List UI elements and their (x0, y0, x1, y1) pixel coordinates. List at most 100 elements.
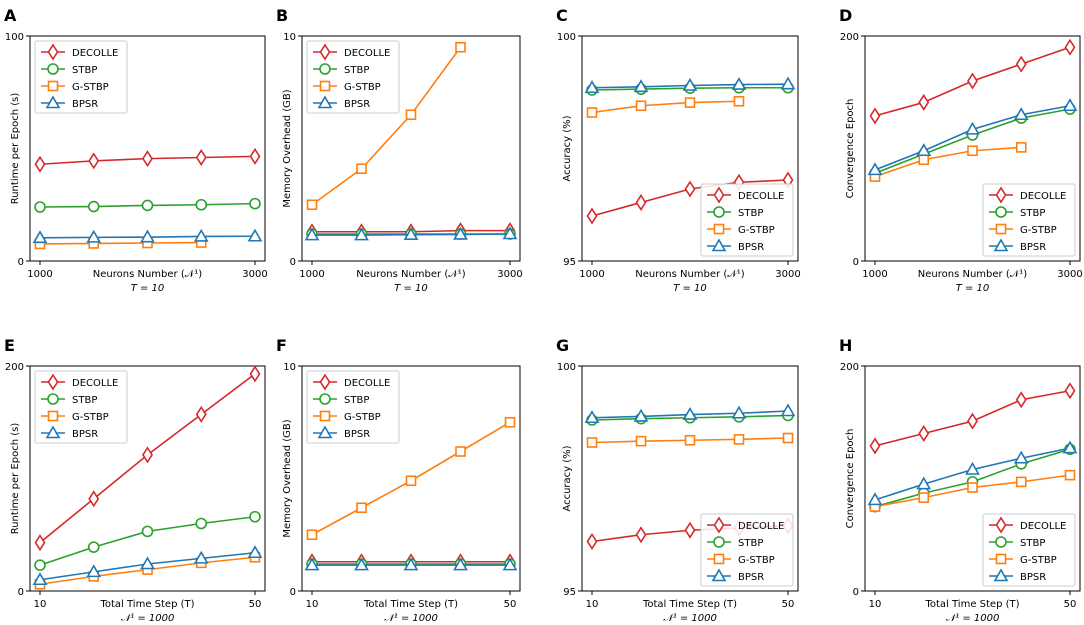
stbp-marker (141, 525, 154, 538)
legend-item: DECOLLE (313, 373, 390, 391)
chart-panel-a: A 0 100 1000 3000 Neurons Number (𝒩¹) T = 10 Ru… (4, 6, 268, 294)
bpsr-marker (1013, 450, 1029, 464)
legend-item: DECOLLE (707, 186, 784, 204)
legend-item: STBP (41, 393, 97, 406)
plot-frame (581, 365, 799, 592)
x-axis-sublabel: 𝒩¹ = 1000 (121, 613, 175, 624)
g-stbp-marker (1064, 469, 1076, 481)
bpsr-marker (867, 162, 883, 176)
bpsr-marker (193, 228, 209, 242)
x-axis-sublabel: 𝒩¹ = 1000 (946, 613, 1000, 624)
legend-label: G-STBP (72, 412, 109, 423)
stbp-marker (141, 199, 154, 212)
x-axis-label: Total Time Step (T) (642, 599, 737, 610)
legend-box (306, 40, 400, 114)
x-tick-label: 1000 (299, 269, 324, 280)
bpsr-marker (304, 227, 320, 241)
series-bpsr (32, 545, 263, 586)
x-tick-label: 3000 (1057, 269, 1082, 280)
series-g-stbp (586, 432, 794, 448)
g-stbp-marker (47, 80, 59, 92)
series-g-stbp (869, 469, 1076, 512)
legend-box (700, 183, 794, 257)
bpsr-marker (403, 227, 419, 240)
bpsr-marker (45, 425, 61, 439)
y-tick-label: 200 (840, 32, 859, 43)
g-stbp-marker (635, 435, 647, 447)
x-tick-label: 10 (586, 599, 599, 610)
bpsr-marker (780, 403, 796, 417)
bpsr-marker (45, 95, 61, 109)
legend: DECOLLE STBP G-STBP BPSR (306, 40, 400, 114)
g-stbp-marker (306, 529, 318, 541)
legend-label: STBP (72, 395, 97, 406)
decolle-marker (195, 405, 207, 423)
bpsr-marker (32, 230, 48, 244)
g-stbp-marker (967, 482, 978, 493)
decolle-marker (869, 437, 881, 455)
decolle-marker (1064, 382, 1076, 400)
y-tick-label: 100 (557, 362, 576, 373)
g-stbp-marker (356, 163, 367, 175)
decolle-marker (319, 373, 331, 391)
decolle-marker (142, 446, 153, 464)
x-axis-sublabel: T = 10 (131, 283, 165, 294)
plot-frame (864, 365, 1081, 592)
legend-item: G-STBP (989, 553, 1057, 566)
legend-label: DECOLLE (738, 521, 784, 532)
legend-item: STBP (313, 393, 369, 406)
stbp-marker (713, 206, 725, 218)
panel-label: C (556, 6, 568, 25)
legend-item: DECOLLE (313, 43, 390, 61)
bpsr-marker (965, 461, 980, 475)
legend-item: G-STBP (41, 410, 109, 423)
series-bpsr (584, 76, 796, 94)
x-tick-label: 3000 (775, 269, 800, 280)
x-axis-label: Neurons Number (𝒩¹) (356, 269, 466, 280)
y-axis-label: Accuracy (%) (562, 445, 573, 511)
bpsr-marker (247, 228, 263, 242)
x-tick-label: 50 (249, 599, 262, 610)
legend-label: DECOLLE (1020, 191, 1066, 202)
legend-item: BPSR (989, 238, 1046, 253)
y-axis-label: Memory Overhead (GB) (282, 419, 293, 537)
bpsr-marker (780, 76, 796, 90)
g-stbp-marker (967, 145, 978, 157)
x-tick-label: 50 (782, 599, 795, 610)
bpsr-marker (1062, 98, 1078, 112)
legend-item: BPSR (313, 95, 370, 110)
chart-panel-g: G 95 100 10 50 Total Time Step (T) 𝒩¹ = 1000 Ac… (556, 336, 799, 624)
legend-label: G-STBP (344, 82, 381, 93)
series-decolle (869, 38, 1076, 125)
decolle-marker (319, 43, 331, 61)
legend-item: STBP (707, 206, 763, 219)
bpsr-marker (140, 556, 155, 570)
g-stbp-marker (455, 41, 466, 53)
stbp-marker (713, 536, 725, 548)
decolle-marker (249, 147, 261, 165)
legend-item: BPSR (989, 568, 1046, 583)
legend-label: DECOLLE (1020, 521, 1066, 532)
y-tick-label: 200 (840, 362, 859, 373)
y-tick-label: 0 (853, 587, 859, 598)
stbp-marker (34, 559, 46, 571)
panel-label: F (276, 336, 287, 355)
decolle-marker (34, 534, 46, 552)
legend-label: BPSR (738, 242, 764, 253)
series-line (39, 241, 202, 245)
decolle-marker (195, 149, 207, 166)
series-bpsr (304, 557, 518, 571)
bpsr-marker (682, 406, 698, 420)
legend-label: DECOLLE (72, 48, 118, 59)
panel-label: B (276, 6, 288, 25)
chart-panel-d: D 0 200 1000 3000 Neurons Number (𝒩¹) T = 10 Co… (839, 6, 1083, 294)
series-bpsr (867, 98, 1078, 176)
series-line (311, 46, 462, 206)
legend-item: DECOLLE (41, 373, 118, 391)
decolle-marker (586, 207, 598, 225)
stbp-marker (87, 541, 100, 553)
y-tick-label: 10 (283, 32, 296, 43)
bpsr-marker (965, 121, 980, 135)
x-axis-label: Neurons Number (𝒩¹) (918, 269, 1028, 280)
decolle-marker (967, 72, 978, 90)
